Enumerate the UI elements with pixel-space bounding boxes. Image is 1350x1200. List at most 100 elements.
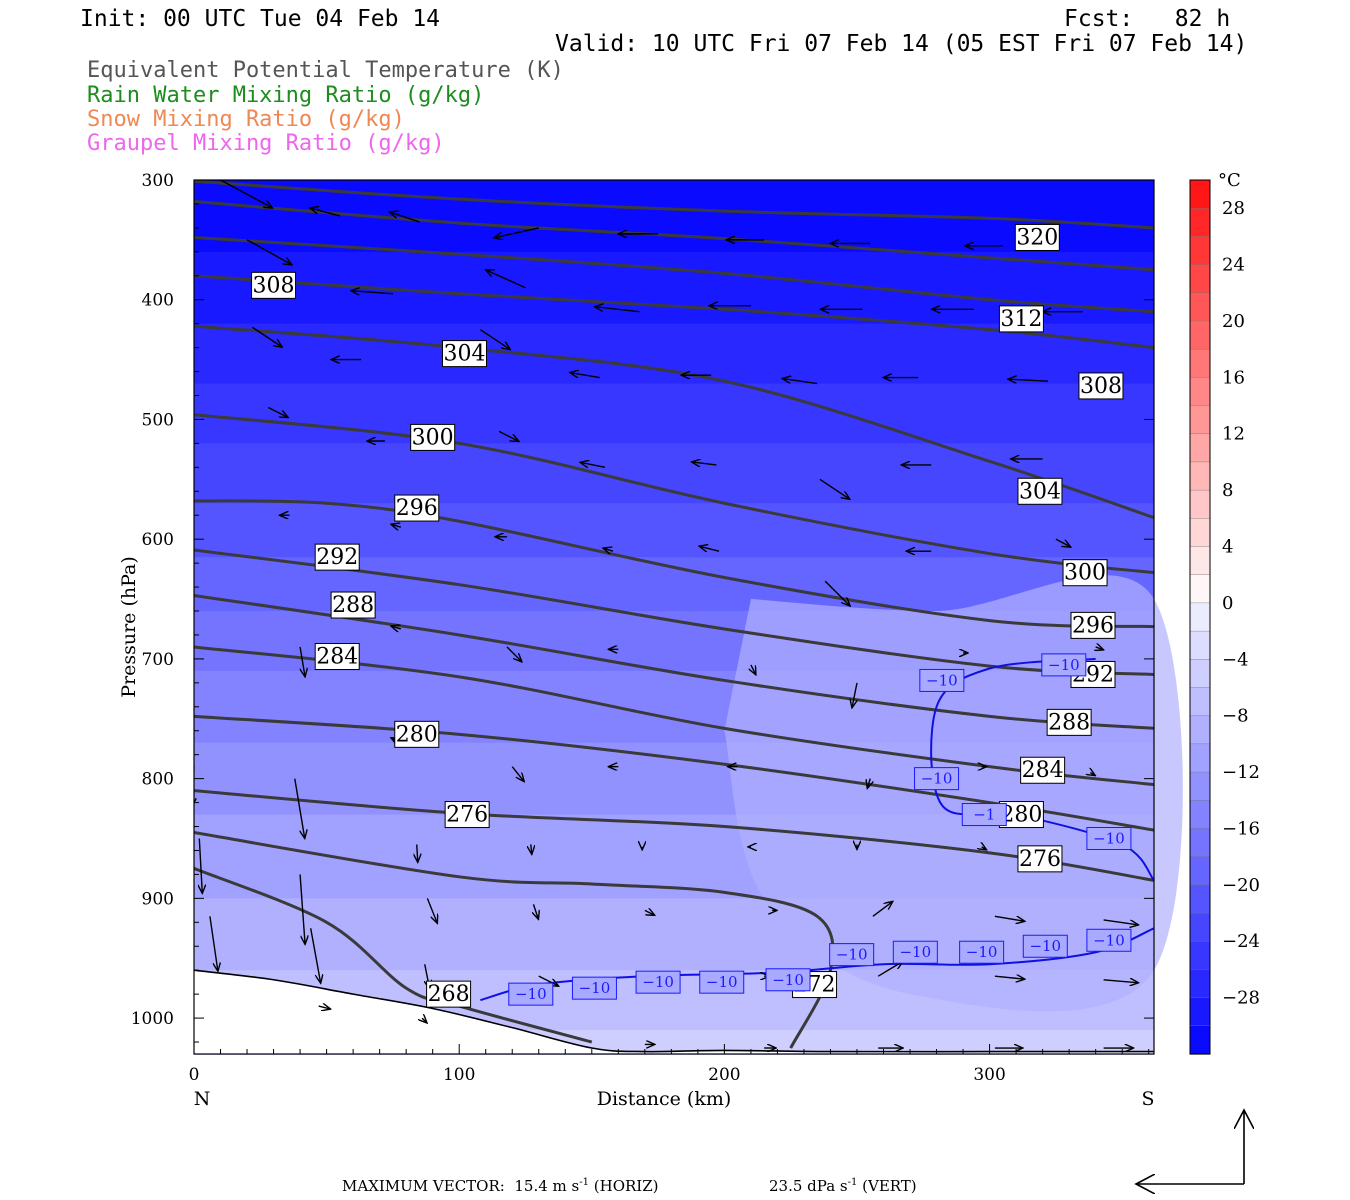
colorbar-tick-label: 16 (1222, 367, 1245, 388)
temperature-label-text: −10 (836, 946, 868, 964)
temperature-label: −10 (699, 970, 745, 994)
wind-vector (819, 478, 850, 499)
y-tick-label: 800 (142, 770, 174, 790)
theta-e-label-text: 296 (1072, 613, 1114, 638)
plot-frame (193, 179, 1155, 1055)
wind-vector (699, 546, 720, 551)
wind-vector (506, 646, 522, 662)
y-tick-label: 300 (142, 171, 174, 191)
reference-vector (1136, 1110, 1244, 1184)
wind-vector (267, 406, 288, 417)
colorbar: °C 28 24 20 16 12 8 4 0 −4 −8 −12 −16 −20 −24 −28 (1189, 170, 1260, 1055)
field-label-theta-e: Equivalent Potential Temperature (K) (87, 58, 564, 83)
colorbar-swatch (1189, 405, 1211, 435)
north-label: N (194, 1088, 211, 1110)
theta-e-label: 304 (441, 340, 487, 368)
theta-e-label-text: 288 (1048, 710, 1090, 735)
y-tick-label: 1000 (131, 1009, 174, 1029)
wind-vector (251, 326, 282, 347)
wind-vector (318, 1006, 331, 1009)
wind-vector (494, 227, 539, 238)
wind-vector (426, 898, 437, 923)
temperature-label-box (892, 940, 938, 964)
theta-e-label-box (394, 720, 440, 748)
wind-vector (867, 778, 870, 789)
footer-max-vector: MAXIMUM VECTOR: 15.4 m s-1 (HORIZ) (342, 1178, 659, 1194)
theta-e-label-text: 308 (253, 273, 295, 298)
theta-e-label-text: 296 (396, 496, 438, 521)
forecast-hour: Fcst: 82 h (1064, 6, 1231, 32)
theta-e-label: 308 (1078, 372, 1124, 400)
wind-vector (391, 626, 402, 629)
temperature-label-box (1086, 928, 1132, 952)
x-axis-label: Distance (km) (597, 1088, 732, 1110)
colorbar-swatch (1189, 264, 1211, 294)
wind-vector (570, 373, 600, 379)
theta-e-contour (194, 180, 1154, 230)
colorbar-swatch (1189, 602, 1211, 632)
theta-e-label: 280 (394, 720, 440, 748)
theta-e-label-box (1017, 477, 1063, 505)
colorbar-swatch (1189, 461, 1211, 491)
colorbar-tick-label: 28 (1222, 198, 1245, 219)
temperature-label: −10 (919, 668, 965, 692)
colorbar-swatch (1189, 771, 1211, 801)
temperature-label-text: −10 (515, 985, 547, 1003)
temperature-label-box (919, 668, 965, 692)
temperature-label-box (765, 968, 811, 992)
wind-vector (511, 766, 524, 782)
theta-e-label: 300 (1062, 559, 1108, 587)
theta-e-label-box (444, 801, 490, 829)
colorbar-swatch (1189, 207, 1211, 238)
colorbar-swatch (1189, 997, 1211, 1027)
theta-e-label-box (314, 643, 360, 671)
temperature-label-text: −10 (772, 971, 804, 989)
footer-vertical: 23.5 dPa s-1 (VERT) (769, 1178, 917, 1194)
colorbar-swatch (1189, 518, 1211, 548)
temperature-label: −10 (571, 976, 617, 1000)
theta-e-label-box (1020, 756, 1066, 784)
temperature-label-text: −1 (973, 806, 995, 824)
footer-horizontal-value: MAXIMUM VECTOR: 15.4 m s (342, 1177, 580, 1195)
theta-e-contour (194, 593, 1154, 730)
theta-e-label: 308 (251, 271, 297, 299)
wind-vector (531, 844, 532, 854)
theta-e-label-text: 300 (1064, 561, 1106, 586)
theta-e-label-box (330, 591, 376, 619)
theta-e-label: 288 (1046, 708, 1092, 736)
wind-vector (389, 212, 420, 223)
wind-vector (603, 548, 614, 551)
theta-e-label: 276 (444, 801, 490, 829)
field-label-rain: Rain Water Mixing Ratio (g/kg) (87, 83, 485, 108)
temperature-label-box (959, 940, 1005, 964)
wind-vector (982, 847, 987, 850)
temperature-label: −10 (1041, 653, 1087, 677)
theta-e-label-box (426, 980, 472, 1008)
temperature-label-text: −10 (579, 979, 611, 997)
theta-e-label: 268 (426, 980, 472, 1008)
theta-e-label: 312 (998, 305, 1044, 333)
footer-vertical-exponent: -1 (847, 1177, 858, 1188)
temperature-label-box (1086, 826, 1132, 850)
colorbar-swatch (1189, 236, 1211, 266)
theta-e-label-text: 280 (1000, 803, 1042, 828)
x-tick-label: 200 (708, 1065, 740, 1085)
wind-vector (580, 462, 606, 467)
footer-horizontal-exponent: -1 (579, 1177, 589, 1188)
ground (194, 970, 1154, 1054)
theta-e-contour (194, 235, 1154, 314)
colorbar-swatch (1189, 715, 1211, 745)
colorbar-swatch (1189, 687, 1211, 717)
theta-e-label: 320 (1014, 223, 1060, 251)
axes: 300 400 500 600 700 800 900 1000 0 100 200 300 Dista… (118, 171, 1155, 1110)
y-tick-label: 900 (142, 889, 174, 909)
theta-e-label-box (394, 494, 440, 522)
theta-e-label-text: 268 (428, 982, 470, 1007)
theta-e-label-text: 320 (1016, 225, 1058, 250)
colorbar-swatch (1189, 377, 1211, 407)
colorbar-swatch (1189, 292, 1211, 322)
theta-e-label-text: 304 (1019, 479, 1061, 504)
valid-time: Valid: 10 UTC Fri 07 Feb 14 (05 EST Fri … (555, 31, 1248, 57)
wind-vector (199, 838, 202, 893)
theta-e-contour (194, 867, 593, 1044)
